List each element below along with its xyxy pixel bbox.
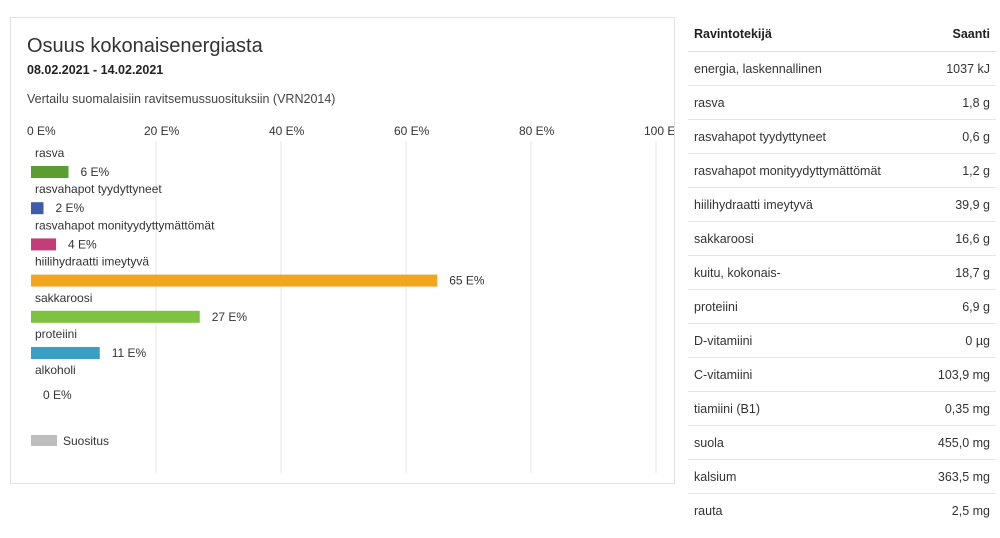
nutrient-name: suola [688, 425, 921, 460]
x-tick-label: 0 E% [27, 124, 56, 138]
table-row: suola 455,0 mg [688, 425, 996, 460]
nutrient-amount: 39,9 g [920, 187, 996, 222]
bar [31, 310, 200, 323]
table-row: kuitu, kokonais- 18,7 g [688, 255, 996, 290]
bar-value-label: 0 E% [43, 388, 72, 402]
nutrient-name: energia, laskennallinen [688, 51, 921, 86]
table-row: rauta 2,5 mg [688, 494, 996, 528]
bar-value-label: 6 E% [81, 165, 110, 179]
nutrient-name: sakkaroosi [688, 221, 921, 256]
legend-swatch [31, 435, 57, 446]
nutrient-amount: 1037 kJ [920, 51, 996, 86]
energy-share-panel: Osuus kokonaisenergiasta 08.02.2021 - 14… [10, 17, 675, 484]
category-label: alkoholi [35, 363, 76, 377]
x-tick-label: 60 E% [394, 124, 430, 138]
x-tick-label: 80 E% [519, 124, 555, 138]
x-tick-label: 20 E% [144, 124, 180, 138]
nutrient-amount: 1,2 g [920, 153, 996, 188]
category-label: hiilihydraatti imeytyvä [35, 255, 149, 269]
bar-value-label: 11 E% [112, 346, 147, 360]
x-tick-label: 40 E% [269, 124, 305, 138]
nutrient-name: rasvahapot tyydyttyneet [688, 119, 921, 154]
date-range: 08.02.2021 - 14.02.2021 [27, 63, 164, 77]
table-row: C-vitamiini 103,9 mg [688, 357, 996, 392]
table-row: proteiini 6,9 g [688, 289, 996, 324]
table-row: rasvahapot monityydyttymättömät 1,2 g [688, 153, 996, 188]
nutrient-amount: 16,6 g [920, 221, 996, 256]
nutrient-amount: 363,5 mg [920, 459, 996, 494]
nutrient-table-container: Ravintotekijä Saanti energia, laskennall… [688, 17, 996, 527]
panel-title: Osuus kokonaisenergiasta [27, 35, 263, 57]
energy-share-chart: 0 E% 20 E% 40 E% 60 E% 80 E% 100 E% rasva 6 E% r… [27, 124, 674, 473]
table-row: kalsium 363,5 mg [688, 459, 996, 494]
nutrient-name: D-vitamiini [688, 323, 921, 358]
category-label: rasvahapot tyydyttyneet [35, 182, 162, 196]
comparison-subtitle: Vertailu suomalaisiin ravitsemussuosituk… [27, 92, 336, 106]
nutrient-amount: 18,7 g [920, 255, 996, 290]
table-row: D-vitamiini 0 µg [688, 323, 996, 358]
category-label: proteiini [35, 327, 77, 341]
bar-value-label: 65 E% [449, 274, 485, 288]
nutrient-amount: 103,9 mg [920, 357, 996, 392]
category-label: rasvahapot monityydyttymättömät [35, 218, 215, 232]
table-header-row: Ravintotekijä Saanti [688, 17, 996, 52]
nutrient-name: kuitu, kokonais- [688, 255, 921, 290]
nutrient-amount: 1,8 g [920, 85, 996, 120]
bar [31, 274, 438, 287]
bar-value-label: 27 E% [212, 310, 248, 324]
header-nutrient: Ravintotekijä [688, 17, 921, 52]
nutrient-name: rasvahapot monityydyttymättömät [688, 153, 921, 188]
table-row: rasvahapot tyydyttyneet 0,6 g [688, 119, 996, 154]
nutrient-amount: 0 µg [920, 323, 996, 358]
nutrient-name: rasva [688, 85, 921, 120]
nutrient-amount: 0,6 g [920, 119, 996, 154]
bar [31, 238, 56, 251]
table-row: energia, laskennallinen 1037 kJ [688, 51, 996, 86]
bar [31, 166, 69, 178]
x-tick-label: 100 E% [644, 124, 674, 138]
table-row: sakkaroosi 16,6 g [688, 221, 996, 256]
header-amount: Saanti [920, 17, 996, 52]
nutrient-name: rauta [694, 503, 723, 518]
table-row: tiamiini (B1) 0,35 mg [688, 391, 996, 426]
bar-value-label: 2 E% [56, 201, 85, 215]
nutrient-name: kalsium [688, 459, 921, 494]
nutrient-amount: 0,35 mg [920, 391, 996, 426]
nutrient-amount: 6,9 g [920, 289, 996, 324]
category-label: sakkaroosi [35, 291, 92, 305]
table-row: hiilihydraatti imeytyvä 39,9 g [688, 187, 996, 222]
nutrient-name: tiamiini (B1) [688, 391, 921, 426]
nutrient-name: proteiini [688, 289, 921, 324]
nutrient-table: Ravintotekijä Saanti energia, laskennall… [688, 17, 996, 527]
table-row: rasva 1,8 g [688, 85, 996, 120]
nutrient-name: C-vitamiini [688, 357, 921, 392]
bar [31, 347, 100, 359]
bar-value-label: 4 E% [68, 237, 97, 251]
bar [31, 202, 44, 215]
nutrient-name: hiilihydraatti imeytyvä [688, 187, 921, 222]
category-label: rasva [35, 146, 65, 160]
nutrient-amount: 2,5 mg [951, 503, 990, 518]
legend-label: Suositus [63, 434, 109, 448]
nutrient-amount: 455,0 mg [920, 425, 996, 460]
